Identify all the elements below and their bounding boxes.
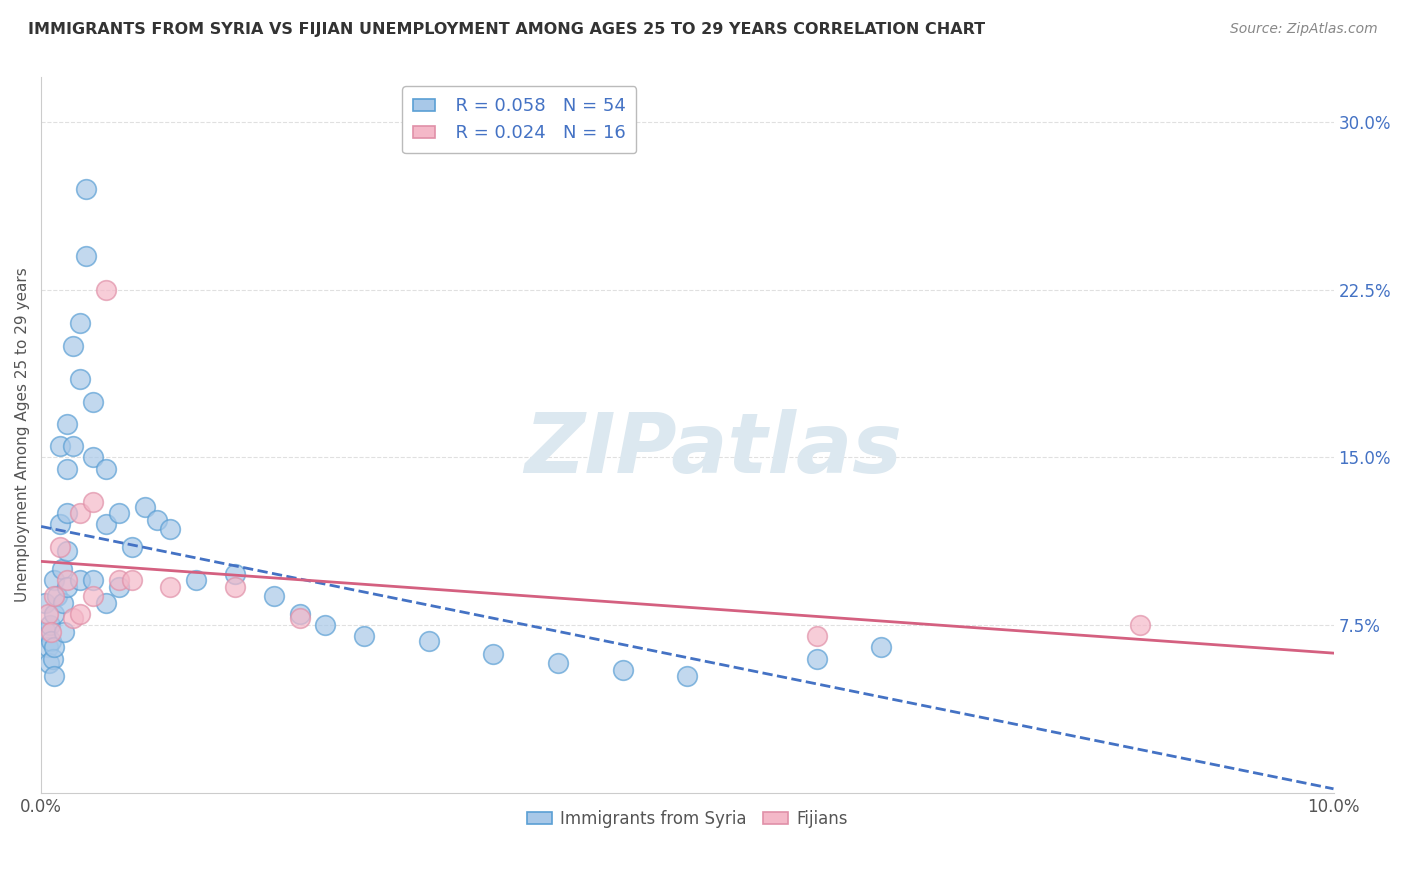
Point <box>107 506 129 520</box>
Point <box>107 574 129 588</box>
Legend: Immigrants from Syria, Fijians: Immigrants from Syria, Fijians <box>520 803 855 834</box>
Point <box>676 669 699 683</box>
Point <box>224 566 246 581</box>
Point <box>186 574 208 588</box>
Point <box>159 580 181 594</box>
Point <box>56 580 79 594</box>
Y-axis label: Unemployment Among Ages 25 to 29 years: Unemployment Among Ages 25 to 29 years <box>15 268 30 602</box>
Point <box>49 439 72 453</box>
Text: ZIPatlas: ZIPatlas <box>524 409 903 490</box>
Point <box>82 589 104 603</box>
Point <box>418 633 440 648</box>
Point <box>62 338 84 352</box>
Point <box>37 640 59 655</box>
Point <box>94 283 117 297</box>
Point <box>1129 618 1152 632</box>
Point <box>82 450 104 465</box>
Point <box>107 580 129 594</box>
Point <box>612 663 634 677</box>
Point <box>56 417 79 431</box>
Point <box>806 651 828 665</box>
Point <box>82 495 104 509</box>
Point <box>159 522 181 536</box>
Point <box>62 439 84 453</box>
Point <box>121 540 143 554</box>
Point <box>49 540 72 554</box>
Point <box>42 589 65 603</box>
Point <box>34 596 56 610</box>
Point <box>52 596 75 610</box>
Text: IMMIGRANTS FROM SYRIA VS FIJIAN UNEMPLOYMENT AMONG AGES 25 TO 29 YEARS CORRELATI: IMMIGRANTS FROM SYRIA VS FIJIAN UNEMPLOY… <box>28 22 986 37</box>
Point <box>42 574 65 588</box>
Point <box>75 249 97 263</box>
Point <box>288 607 311 621</box>
Point <box>806 629 828 643</box>
Text: Source: ZipAtlas.com: Source: ZipAtlas.com <box>1230 22 1378 37</box>
Point <box>56 574 79 588</box>
Point <box>56 461 79 475</box>
Point <box>42 651 65 665</box>
Point <box>870 640 893 655</box>
Point <box>263 589 285 603</box>
Point <box>56 506 79 520</box>
Point <box>94 461 117 475</box>
Point <box>75 182 97 196</box>
Point <box>41 624 63 639</box>
Point <box>42 607 65 621</box>
Point <box>82 574 104 588</box>
Point <box>314 618 336 632</box>
Point <box>224 580 246 594</box>
Point <box>38 656 60 670</box>
Point <box>82 394 104 409</box>
Point <box>121 574 143 588</box>
Point <box>42 640 65 655</box>
Point <box>482 647 505 661</box>
Point <box>69 316 91 330</box>
Point <box>37 607 59 621</box>
Point <box>42 669 65 683</box>
Point <box>53 624 76 639</box>
Point <box>35 624 58 639</box>
Point <box>56 544 79 558</box>
Point <box>146 513 169 527</box>
Point <box>69 372 91 386</box>
Point <box>49 517 72 532</box>
Point <box>134 500 156 514</box>
Point <box>288 611 311 625</box>
Point <box>45 589 67 603</box>
Point <box>69 607 91 621</box>
Point <box>39 618 62 632</box>
Point <box>62 611 84 625</box>
Point <box>69 574 91 588</box>
Point <box>69 506 91 520</box>
Point <box>94 596 117 610</box>
Point <box>353 629 375 643</box>
Point <box>94 517 117 532</box>
Point <box>41 633 63 648</box>
Point <box>547 656 569 670</box>
Point <box>51 562 73 576</box>
